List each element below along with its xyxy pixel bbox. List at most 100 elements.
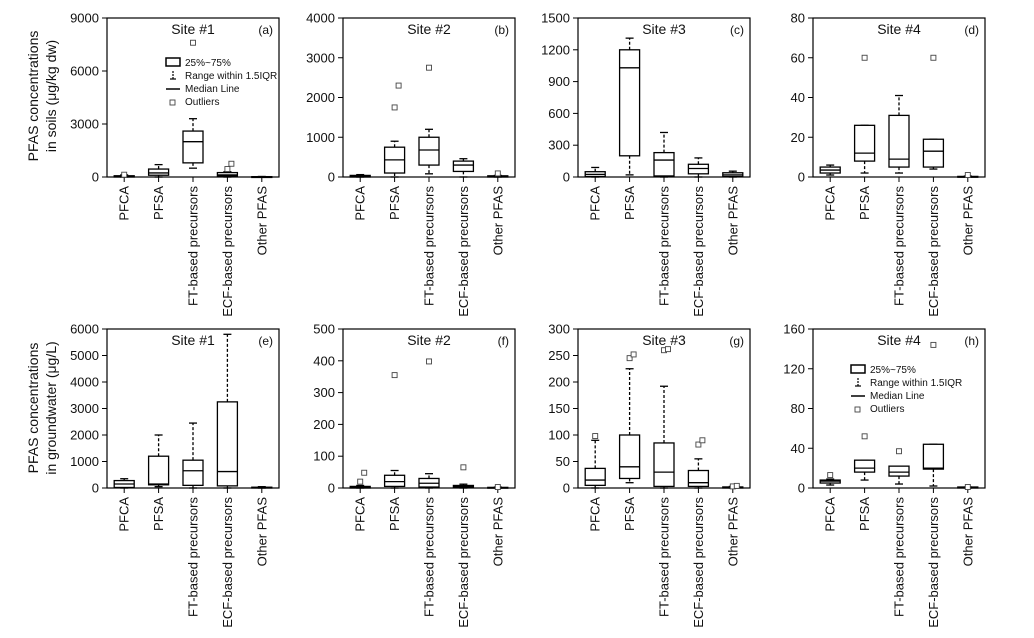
iqr-box (418, 136, 440, 166)
panel-title: Site #3 (642, 21, 686, 37)
panel-letter: (a) (258, 23, 273, 37)
box-ecf-precursors (922, 341, 945, 487)
x-tick-label-ecf-precursors: ECF-based precursors (456, 497, 471, 628)
legend-outliers-label: Outliers (185, 97, 219, 108)
iqr-box (147, 168, 170, 176)
panel-g: 0 50 100 150 200 250 300 Site #3 (g) PFCA PFSA FT-b… (548, 322, 751, 628)
iqr-box (216, 401, 239, 487)
legend-panel-h: 25%~75% Range within 1.5IQR Median Line Out… (850, 364, 962, 415)
legend-median-label: Median Line (870, 391, 925, 402)
x-tick-label-ft-precursors: FT-based precursors (892, 186, 907, 306)
box-pfca (584, 166, 606, 178)
y-tick-label: 150 (548, 401, 570, 416)
x-tick-label-pfca: PFCA (588, 497, 603, 532)
y-tick-label: 80 (791, 401, 805, 416)
iqr-box (182, 459, 204, 486)
x-tick-label-pfca: PFCA (117, 497, 132, 532)
box-pfsa (853, 54, 876, 174)
outlier-point (695, 441, 702, 448)
y-tick-label: 0 (328, 170, 335, 185)
x-tick-label-ft-precursors: FT-based precursors (186, 186, 201, 306)
box-pfsa (383, 82, 406, 178)
box-other-pfas (487, 170, 509, 178)
outlier-point (626, 355, 633, 362)
box-other-pfas (722, 482, 744, 490)
legend-outlier-swatch (854, 406, 861, 413)
iqr-box (687, 469, 710, 488)
legend-box-swatch (850, 364, 866, 374)
box-other-pfas (957, 172, 979, 178)
x-tick-label-ft-precursors: FT-based precursors (892, 497, 907, 617)
panel-f: 0 100 200 300 400 500 Site #2 (f) PFCA PFSA FT-bas… (313, 322, 516, 628)
iqr-box (922, 138, 945, 168)
outlier-point (930, 54, 937, 61)
legend-outliers-label: Outliers (870, 404, 904, 415)
box-ecf-precursors (922, 54, 945, 170)
box-pfca (113, 478, 135, 489)
iqr-box (853, 124, 876, 162)
box-other-pfas (251, 175, 273, 179)
box-ft-precursors (888, 94, 910, 174)
outlier-point (964, 172, 971, 178)
y-tick-label: 50 (556, 454, 570, 469)
legend-box-label: 25%~75% (870, 365, 916, 376)
box-ecf-precursors (452, 158, 475, 178)
iqr-box (182, 130, 204, 164)
outlier-point (930, 341, 937, 348)
y-tick-label: 3000 (306, 50, 335, 65)
x-tick-label-pfsa: PFSA (151, 186, 166, 220)
x-tick-label-ft-precursors: FT-based precursors (422, 497, 437, 617)
outlier-point (426, 64, 432, 71)
y-tick-label: 60 (791, 50, 805, 65)
y-tick-label: 2000 (306, 90, 335, 105)
box-ft-precursors (182, 39, 204, 169)
box-pfsa (147, 434, 170, 488)
outlier-point (733, 482, 740, 489)
x-tick-label-other-pfas: Other PFAS (960, 497, 975, 567)
y-tick-label: 120 (783, 361, 805, 376)
x-tick-label-pfca: PFCA (588, 186, 603, 221)
x-tick-label-ecf-precursors: ECF-based precursors (926, 186, 941, 317)
y-tick-label: 4000 (306, 11, 335, 26)
panel-letter: (b) (494, 23, 509, 37)
box-pfca (349, 173, 371, 178)
iqr-box (618, 49, 641, 157)
y-tick-label: 250 (548, 348, 570, 363)
y-tick-label: 40 (791, 90, 805, 105)
box-pfca (584, 433, 606, 489)
x-tick-label-pfsa: PFSA (857, 497, 872, 531)
row1-ylabel-line2: in soils (μg/kg dw) (43, 40, 59, 152)
x-tick-label-pfsa: PFSA (387, 497, 402, 531)
box-pfsa (853, 433, 876, 481)
panel-b: 0 1000 2000 3000 4000 Site #2 (b) PFCA PFSA FT-ba… (306, 11, 516, 317)
y-tick-label: 200 (313, 417, 335, 432)
legend-median-label: Median Line (185, 84, 240, 95)
x-tick-label-ft-precursors: FT-based precursors (657, 497, 672, 617)
iqr-box (653, 442, 675, 488)
legend-range-label: Range within 1.5IQR (870, 378, 962, 389)
x-tick-label-ecf-precursors: ECF-based precursors (220, 497, 235, 628)
outlier-point (121, 171, 128, 178)
y-tick-label: 40 (791, 441, 805, 456)
box-pfsa (618, 37, 641, 176)
y-tick-label: 1200 (541, 42, 570, 57)
box-pfsa (147, 163, 170, 178)
y-tick-label: 200 (548, 375, 570, 390)
x-tick-label-other-pfas: Other PFAS (725, 186, 740, 256)
x-tick-label-other-pfas: Other PFAS (254, 497, 269, 567)
iqr-box (383, 474, 406, 488)
panel-title: Site #1 (171, 21, 215, 37)
outlier-point (391, 372, 398, 379)
legend-box-swatch (165, 57, 181, 67)
box-pfca (819, 164, 841, 176)
outlier-point (228, 160, 235, 167)
x-tick-label-ecf-precursors: ECF-based precursors (926, 497, 941, 628)
outlier-point (494, 170, 501, 177)
y-tick-label: 1000 (306, 130, 335, 145)
box-other-pfas (487, 484, 509, 490)
y-tick-label: 500 (313, 322, 335, 337)
legend-outlier-swatch (169, 99, 176, 106)
y-tick-label: 0 (328, 481, 335, 496)
box-pfsa (618, 351, 641, 484)
